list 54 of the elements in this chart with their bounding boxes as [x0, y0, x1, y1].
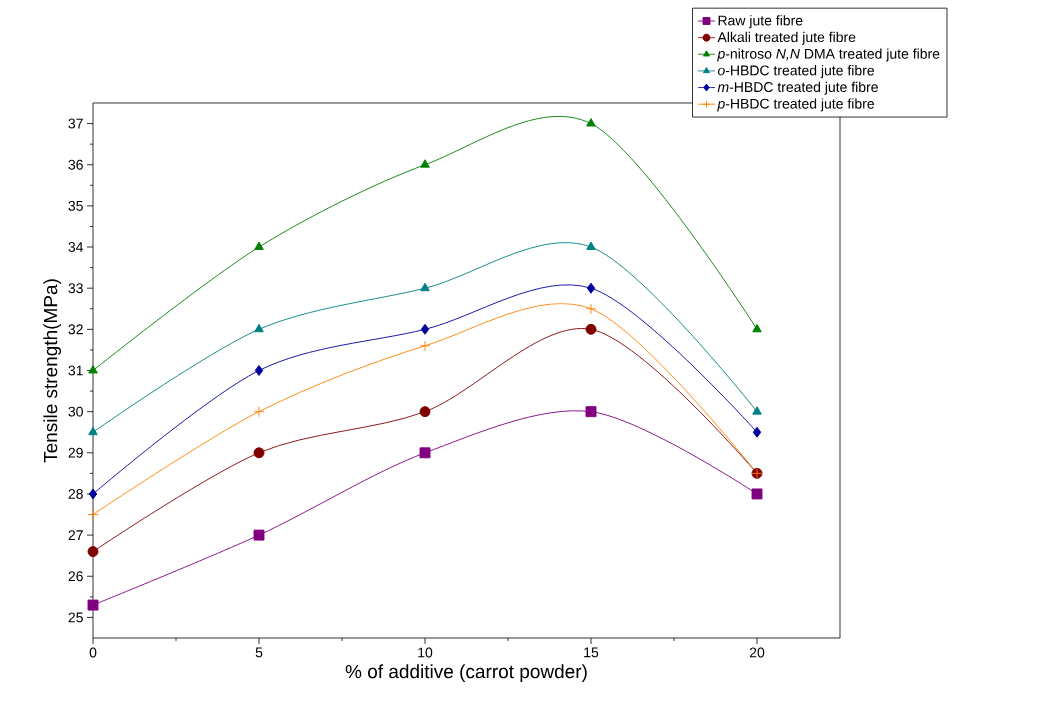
legend-label: p-nitroso N,N DMA treated jute fibre — [717, 48, 940, 62]
x-tick-label: 0 — [89, 647, 97, 658]
point — [420, 323, 430, 335]
y-tick-label: 28 — [68, 488, 83, 499]
point — [88, 365, 98, 374]
point — [88, 488, 98, 500]
legend-label: Raw jute fibre — [718, 15, 803, 29]
point — [585, 323, 597, 335]
x-tick-label: 10 — [418, 647, 433, 658]
y-tick-label: 31 — [68, 365, 83, 376]
legend-label: Alkali treated jute fibre — [717, 31, 856, 45]
point — [87, 509, 99, 520]
point — [752, 406, 762, 415]
legend-label: p-HBDC treated jute fibre — [717, 98, 874, 112]
point — [419, 340, 431, 352]
point — [751, 488, 763, 500]
point — [585, 406, 597, 418]
point — [253, 447, 265, 459]
y-tick-label: 33 — [68, 283, 83, 294]
legend-label: o-HBDC treated jute fibre — [717, 65, 874, 79]
y-tick-label: 35 — [68, 200, 83, 211]
y-axis-title: Tensile strength(MPa) — [43, 279, 62, 463]
point — [419, 406, 431, 418]
y-tick-label: 27 — [68, 530, 83, 540]
point — [253, 406, 265, 418]
point — [87, 546, 99, 558]
y-tick-label: 34 — [68, 242, 84, 252]
point — [254, 365, 264, 376]
x-tick-label: 5 — [255, 647, 263, 658]
point — [253, 529, 265, 541]
y-tick-label: 26 — [68, 571, 83, 582]
point — [420, 159, 430, 168]
point — [254, 241, 264, 250]
y-tick-label: 36 — [68, 159, 83, 170]
point — [87, 599, 99, 611]
y-tick-label: 29 — [68, 447, 83, 458]
point — [752, 323, 762, 333]
point — [586, 241, 596, 250]
point — [752, 426, 762, 438]
y-tick-label: 32 — [68, 324, 83, 335]
point — [88, 426, 98, 436]
x-axis-title: % of additive (carrot powder) — [345, 664, 587, 682]
point — [254, 323, 264, 333]
legend-label: m-HBDC treated jute fibre — [717, 81, 878, 95]
y-tick-label: 30 — [68, 406, 83, 417]
point — [419, 447, 431, 459]
point — [420, 282, 430, 292]
x-tick-label: 20 — [749, 647, 765, 658]
y-tick-label: 25 — [68, 612, 83, 623]
point — [586, 282, 596, 294]
y-tick-label: 37 — [68, 118, 83, 129]
point — [585, 303, 597, 315]
x-tick-label: 15 — [584, 647, 599, 658]
point — [586, 118, 596, 127]
